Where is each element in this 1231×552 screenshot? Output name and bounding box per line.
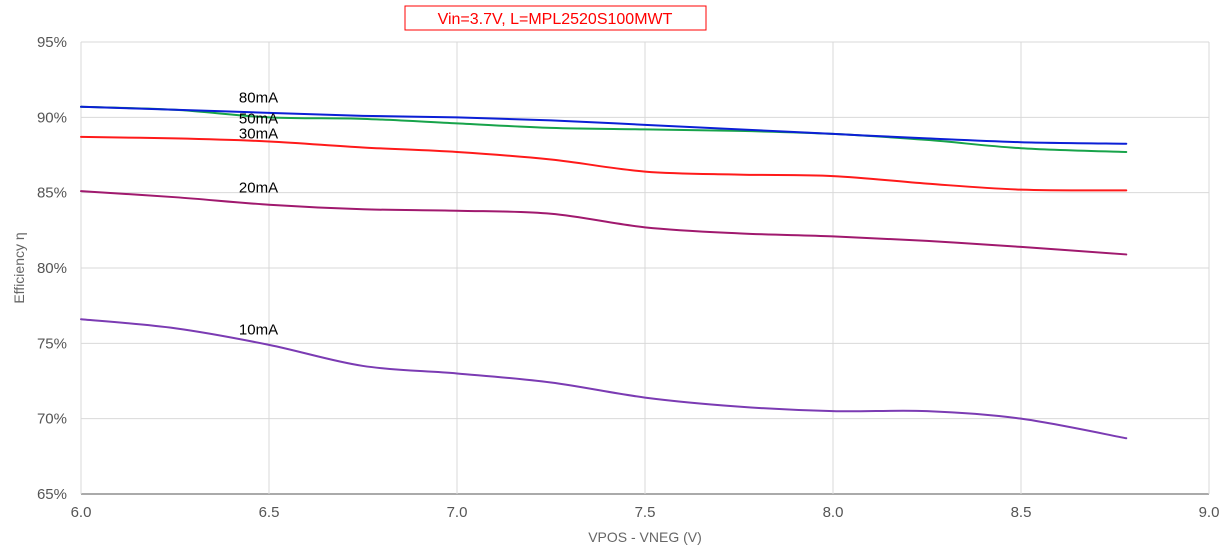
series-label-10ma: 10mA (239, 321, 278, 338)
y-tick-label: 85% (37, 185, 67, 202)
x-tick-label: 8.5 (1011, 504, 1032, 521)
chart-title-box (404, 5, 707, 31)
series-line-10ma (80, 318, 1128, 440)
y-tick-label: 70% (37, 411, 67, 428)
y-tick-label: 90% (37, 109, 67, 126)
y-tick-label: 80% (37, 260, 67, 277)
x-tick-label: 9.0 (1199, 504, 1220, 521)
tick-labels: 65% 70% 75% 80% 85% 90% 95% 6.0 6.5 7.0 7.5 8.0 8.5 9… (37, 34, 1219, 521)
series-line-80ma (80, 105, 1128, 145)
x-tick-label: 8.0 (823, 504, 844, 521)
series-label-50ma: 50mA (239, 110, 278, 127)
x-tick-label: 7.5 (635, 504, 656, 521)
series-line-50ma (80, 105, 1128, 153)
series-line-30ma (80, 135, 1128, 192)
series-line-20ma (80, 190, 1128, 256)
y-tick-label: 75% (37, 335, 67, 352)
y-axis-title: Efficiency η (11, 232, 27, 303)
chart-title-text: Vin=3.7V, L=MPL2520S100MWT (438, 11, 673, 28)
chart-title: Vin=3.7V, L=MPL2520S100MWT (404, 5, 707, 31)
x-tick-label: 6.0 (71, 504, 92, 521)
series-lines (80, 105, 1128, 440)
series-label-20ma: 20mA (239, 180, 278, 197)
y-tick-label: 95% (37, 34, 67, 51)
y-tick-label: 65% (37, 486, 67, 503)
x-tick-label: 7.0 (447, 504, 468, 521)
series-label-30ma: 30mA (239, 125, 278, 142)
series-label-80ma: 80mA (239, 89, 278, 106)
x-tick-label: 6.5 (259, 504, 280, 521)
x-axis-title: VPOS - VNEG (V) (588, 529, 702, 545)
